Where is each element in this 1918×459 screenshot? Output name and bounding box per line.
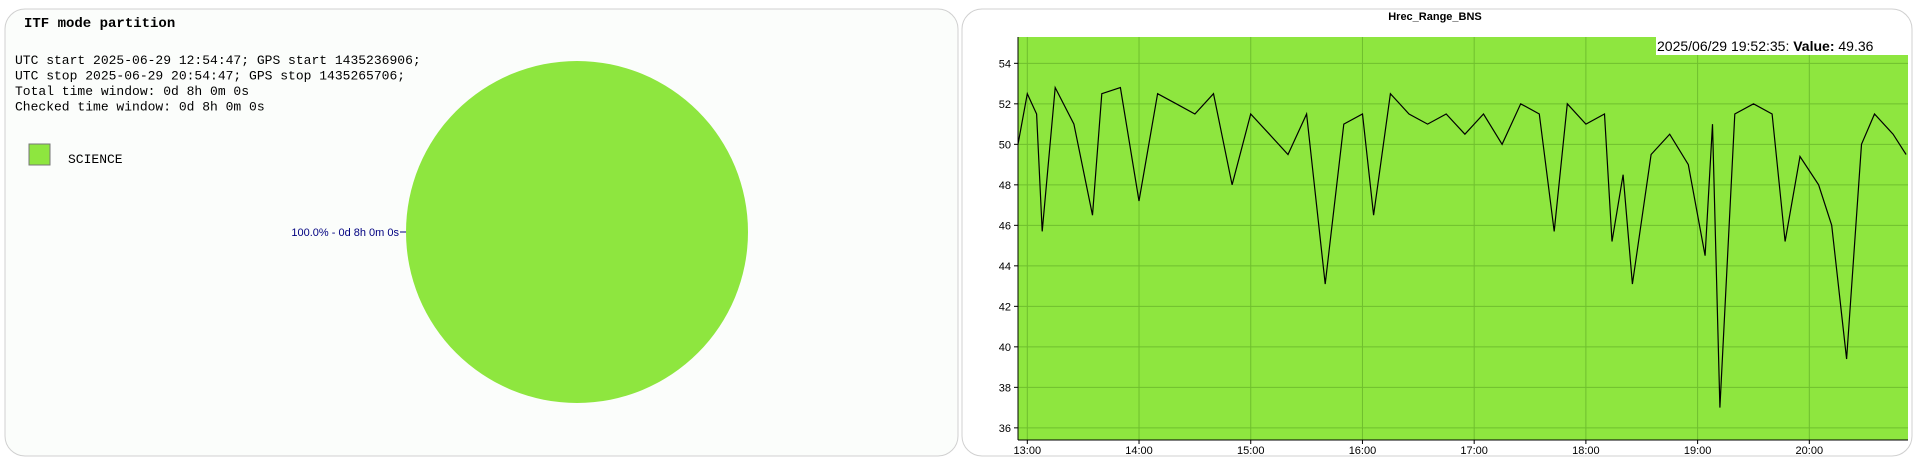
y-tick-label: 44 [999,261,1011,273]
y-tick-label: 48 [999,180,1011,192]
legend-swatch [28,143,51,166]
x-tick-label: 14:00 [1125,445,1153,457]
info-line: Total time window: 0d 8h 0m 0s [15,84,249,99]
x-tick-label: 19:00 [1684,445,1712,457]
y-tick-label: 46 [999,220,1011,232]
y-tick-label: 38 [999,382,1011,394]
y-tick-label: 54 [999,58,1011,70]
pie-slice [406,61,748,403]
x-tick-label: 13:00 [1014,445,1042,457]
data-line [1017,85,1907,408]
x-tick-label: 15:00 [1237,445,1265,457]
y-tick-label: 52 [999,99,1011,111]
y-tick-label: 42 [999,301,1011,313]
x-tick-label: 20:00 [1796,445,1824,457]
annotation-part: 2025/06/29 19:52:35: [1657,38,1789,54]
plot-area [1018,37,1908,440]
slice-label: 100.0% - 0d 8h 0m 0s [291,227,399,239]
info-line: Checked time window: 0d 8h 0m 0s [15,100,265,115]
x-tick-label: 17:00 [1460,445,1488,457]
x-tick-label: 16:00 [1349,445,1377,457]
info-line: UTC start 2025-06-29 12:54:47; GPS start… [15,53,421,68]
annotation-part: 49.36 [1838,38,1873,54]
pie-title: ITF mode partition [24,16,175,32]
y-tick-label: 36 [999,423,1011,435]
y-tick-label: 40 [999,342,1011,354]
x-tick-label: 18:00 [1572,445,1600,457]
annotation: 2025/06/29 19:52:35: Value: 49.36 [1657,38,1874,54]
info-line: UTC stop 2025-06-29 20:54:47; GPS stop 1… [15,69,405,84]
annotation-part: Value: [1793,38,1834,54]
y-tick-label: 50 [999,139,1011,151]
line-title: Hrec_Range_BNS [1388,11,1482,23]
legend-label: SCIENCE [68,152,123,167]
annotation-box [1656,37,1908,55]
